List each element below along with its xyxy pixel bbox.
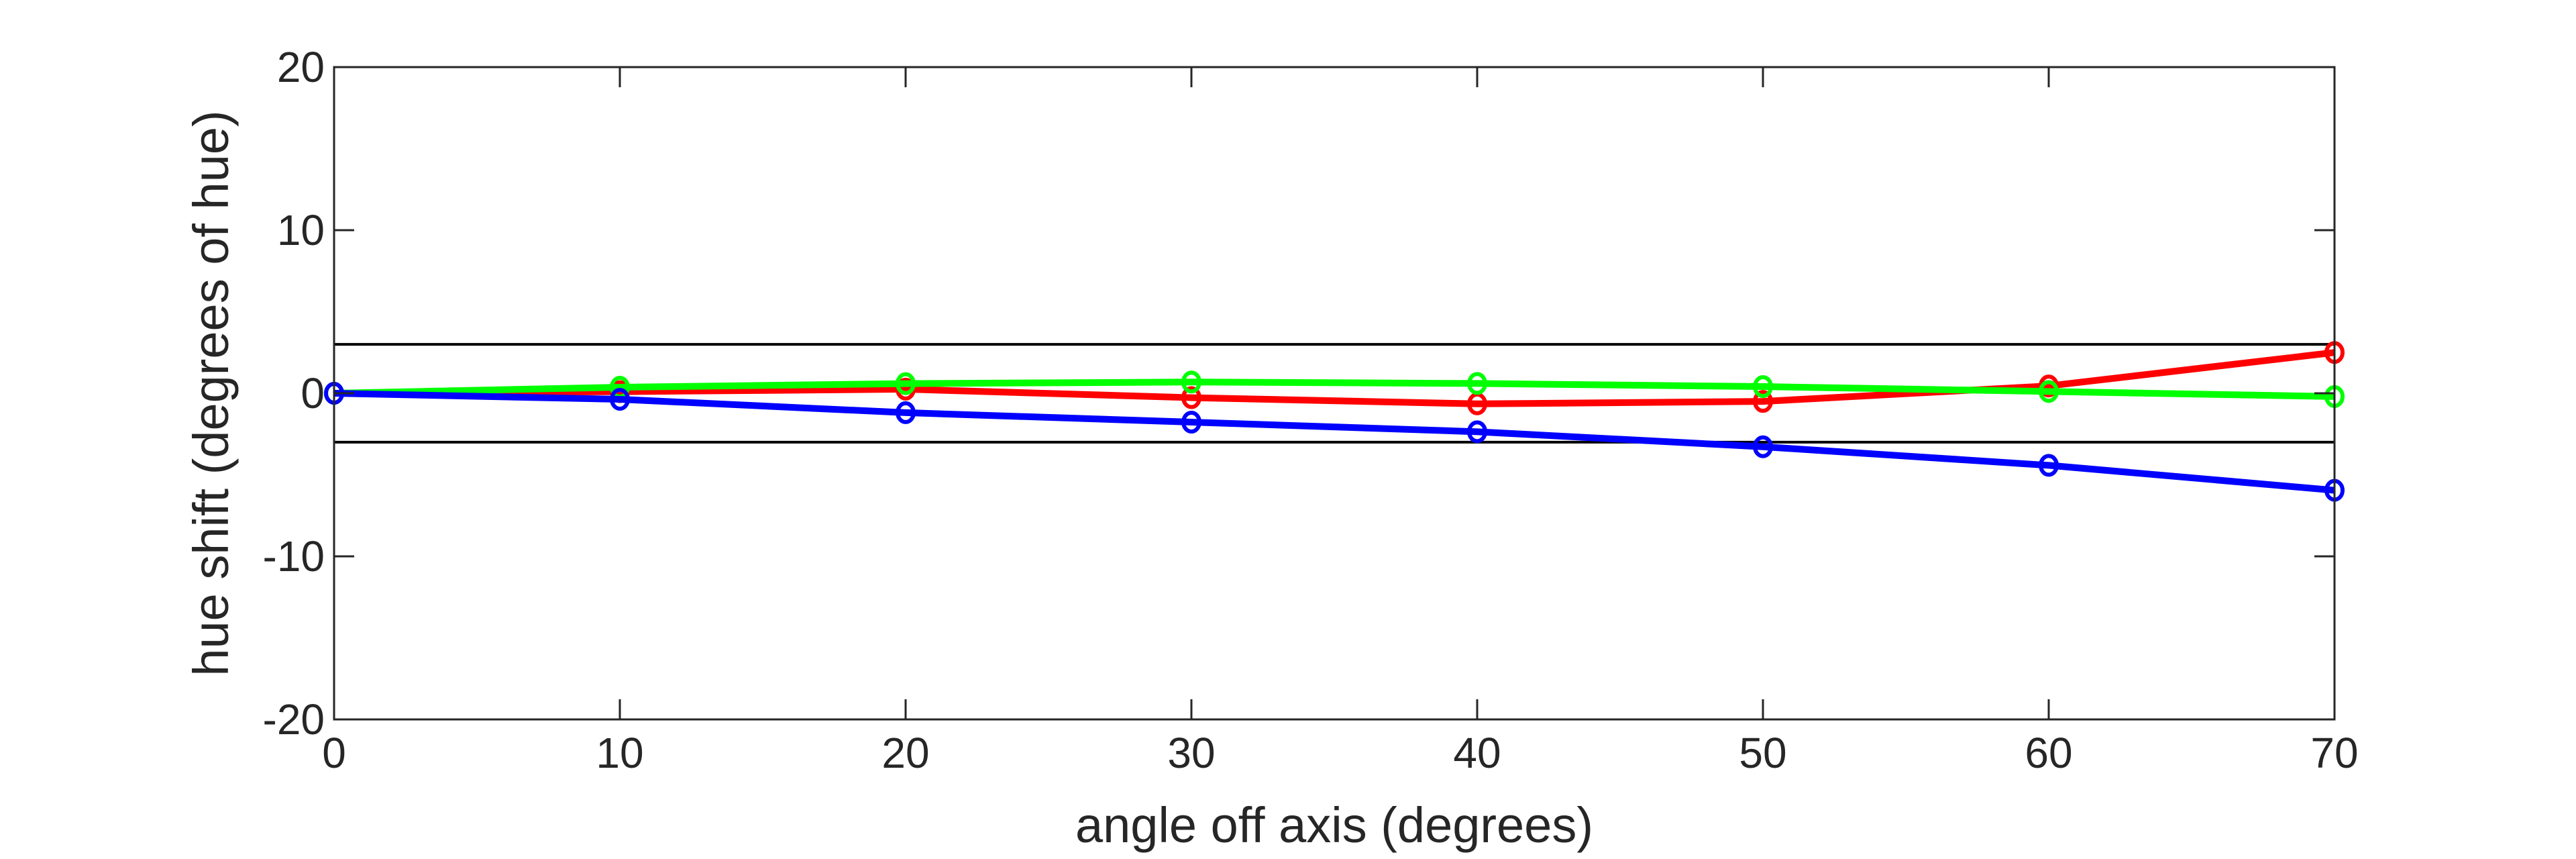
data-point-green: [1467, 372, 1487, 395]
x-axis-label: angle off axis (degrees): [1075, 797, 1593, 853]
x-tick-label: 20: [881, 729, 929, 777]
data-point-blue: [1467, 420, 1487, 444]
y-axis-label: hue shift (degrees of hue): [183, 110, 239, 676]
data-point-red: [1753, 390, 1773, 413]
series-line-red: [333, 349, 2335, 407]
y-tick-label: 20: [277, 43, 325, 91]
series-green: [324, 370, 2345, 408]
series-line-blue: [333, 390, 2335, 494]
data-point-blue: [610, 387, 630, 411]
data-point-blue: [1181, 411, 1201, 434]
data-point-blue: [896, 401, 916, 424]
y-tick-label: -20: [263, 695, 325, 744]
x-tick-label: 40: [1453, 729, 1501, 777]
x-tick-label: 50: [1739, 729, 1786, 777]
series-line-green: [333, 378, 2335, 400]
data-point-green: [2039, 380, 2059, 403]
data-point-green: [1181, 370, 1201, 394]
data-point-green: [896, 372, 916, 395]
data-point-green: [1753, 375, 1773, 399]
x-tick-label: 10: [596, 729, 643, 777]
x-tick-label: 60: [2025, 729, 2072, 777]
x-tick-label: 0: [322, 729, 346, 777]
y-tick-label: -10: [263, 532, 325, 580]
x-tick-label: 30: [1167, 729, 1215, 777]
y-tick-label: 10: [277, 206, 325, 254]
y-tick-label: 0: [301, 369, 325, 417]
data-point-blue: [1753, 435, 1773, 458]
data-point-red: [1181, 386, 1201, 409]
x-tick-label: 70: [2310, 729, 2358, 777]
data-point-blue: [2039, 454, 2059, 477]
